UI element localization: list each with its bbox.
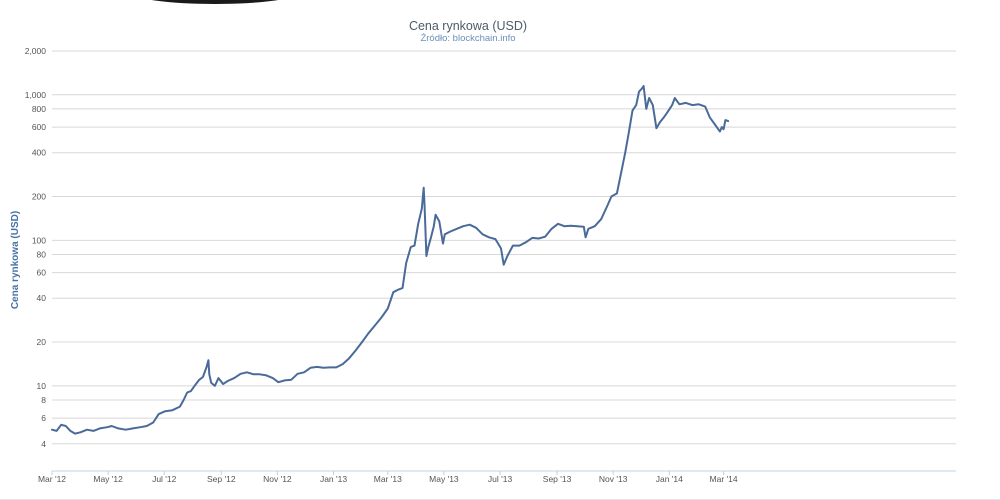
y-axis-label: Cena rynkowa (USD) xyxy=(10,211,21,309)
x-tick-label-1: May '12 xyxy=(93,474,123,484)
x-tick-labels: Mar '12 May '12 Jul '12 Sep '12 Nov '12 Jan '… xyxy=(38,471,738,484)
x-tick-label-8: Jul '13 xyxy=(488,474,513,484)
y-tick-label-11: 10 xyxy=(37,381,47,391)
y-tick-label-10: 20 xyxy=(37,337,47,347)
x-tick-label-6: Mar '13 xyxy=(374,474,402,484)
x-tick-label-11: Jan '14 xyxy=(656,474,683,484)
x-tick-label-0: Mar '12 xyxy=(38,474,66,484)
x-tick-label-3: Sep '12 xyxy=(207,474,236,484)
y-tick-label-12: 8 xyxy=(41,395,46,405)
x-tick-label-12: Mar '14 xyxy=(710,474,738,484)
top-dark-shape xyxy=(130,0,300,4)
x-tick-label-9: Sep '13 xyxy=(543,474,572,484)
y-tick-labels: 2,000 1,000 800 600 400 200 100 80 60 40 20 10 8 6 4 xyxy=(25,46,47,449)
y-tick-label-5: 200 xyxy=(32,192,46,202)
y-tick-label-4: 400 xyxy=(32,148,46,158)
x-tick-label-10: Nov '13 xyxy=(599,474,628,484)
x-tick-label-2: Jul '12 xyxy=(152,474,177,484)
y-tick-label-9: 40 xyxy=(37,293,47,303)
y-tick-label-3: 600 xyxy=(32,122,46,132)
y-tick-label-0: 2,000 xyxy=(25,46,47,56)
grid-lines xyxy=(52,50,956,445)
y-tick-label-13: 6 xyxy=(41,413,46,423)
y-tick-label-7: 80 xyxy=(37,249,47,259)
y-tick-label-14: 4 xyxy=(41,439,46,449)
y-tick-label-2: 800 xyxy=(32,104,46,114)
x-tick-label-4: Nov '12 xyxy=(263,474,292,484)
series-line-0 xyxy=(51,85,730,435)
x-tick-label-5: Jan '13 xyxy=(320,474,347,484)
series-group xyxy=(51,85,730,435)
y-tick-label-1: 1,000 xyxy=(25,90,47,100)
x-tick-label-7: May '13 xyxy=(429,474,459,484)
y-tick-label-8: 60 xyxy=(37,268,47,278)
y-tick-label-6: 100 xyxy=(32,235,46,245)
chart-subtitle: Źródło: blockchain.info xyxy=(420,33,515,44)
chart-title: Cena rynkowa (USD) xyxy=(409,19,527,33)
